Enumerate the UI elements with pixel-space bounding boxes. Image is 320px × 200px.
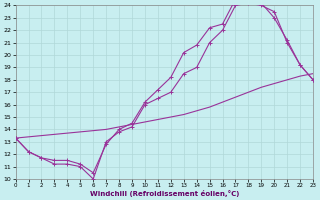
X-axis label: Windchill (Refroidissement éolien,°C): Windchill (Refroidissement éolien,°C): [90, 190, 239, 197]
